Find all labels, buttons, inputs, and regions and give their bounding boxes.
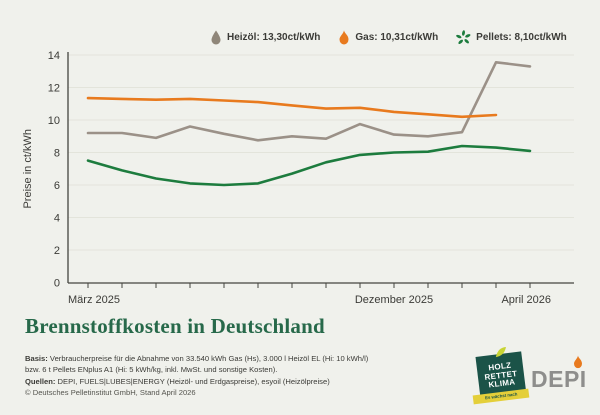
flame-icon [339,30,349,45]
legend-label-heizoel: Heizöl: 13,30ct/kWh [227,32,321,43]
svg-text:März 2025: März 2025 [68,294,120,306]
svg-text:Dezember 2025: Dezember 2025 [355,294,433,306]
quellen-text: DEPI, FUELS|LUBES|ENERGY (Heizöl- und Er… [57,376,330,386]
depi-logo-text: DEPI [531,366,587,392]
depi-logo: DEPI [531,355,587,393]
svg-text:12: 12 [48,83,60,95]
svg-text:8: 8 [54,148,60,160]
basis-text-line2: bzw. 6 t Pellets ENplus A1 (Hi: 5 kWh/kg… [25,365,278,375]
series-line-0 [86,60,532,142]
legend-item-gas: Gas: 10,31ct/kWh [338,30,438,45]
quellen-note: Quellen: DEPI, FUELS|LUBES|ENERGY (Heizö… [25,376,470,387]
copyright-note: © Deutsches Pelletinstitut GmbH, Stand A… [25,388,196,398]
basis-note: Basis: Verbraucherpreise für die Abnahme… [25,353,470,376]
legend-label-pellets: Pellets: 8,10ct/kWh [476,32,567,43]
basis-text-line1: Verbraucherpreise für die Abnahme von 33… [49,354,369,363]
svg-text:Preise in ct/kWh: Preise in ct/kWh [22,129,34,208]
svg-text:14: 14 [48,50,60,62]
legend-item-heizoel: Heizöl: 13,30ct/kWh [210,30,320,45]
legend-item-pellets: Pellets: 8,10ct/kWh [456,30,567,45]
oil-drop-icon [211,30,221,45]
legend-label-gas: Gas: 10,31ct/kWh [355,32,439,43]
svg-text:6: 6 [54,180,60,192]
svg-text:2: 2 [54,245,60,257]
series-line-1 [86,96,498,119]
pellets-icon [456,30,471,44]
svg-text:April 2026: April 2026 [501,294,551,306]
leaf-icon [495,347,506,358]
basis-label: Basis: [25,354,48,363]
fuel-price-line-chart: 0 2 4 6 8 10 12 14 Preise in ct/kWh März 2025 Deze… [22,50,574,306]
chart-title: Brennstoffkosten in Deutschland [25,314,325,338]
footnotes: Basis: Verbraucherpreise für die Abnahme… [25,353,470,399]
svg-text:4: 4 [54,213,60,225]
svg-text:0: 0 [54,278,60,290]
depi-flame-icon [574,355,582,369]
chart-legend: Heizöl: 13,30ct/kWh Gas: 10,31ct/kWh Pel… [210,30,567,45]
svg-text:10: 10 [48,115,60,127]
quellen-label: Quellen: [25,376,56,386]
series-line-2 [86,144,532,187]
holz-badge-line3: KLIMA [488,377,516,391]
